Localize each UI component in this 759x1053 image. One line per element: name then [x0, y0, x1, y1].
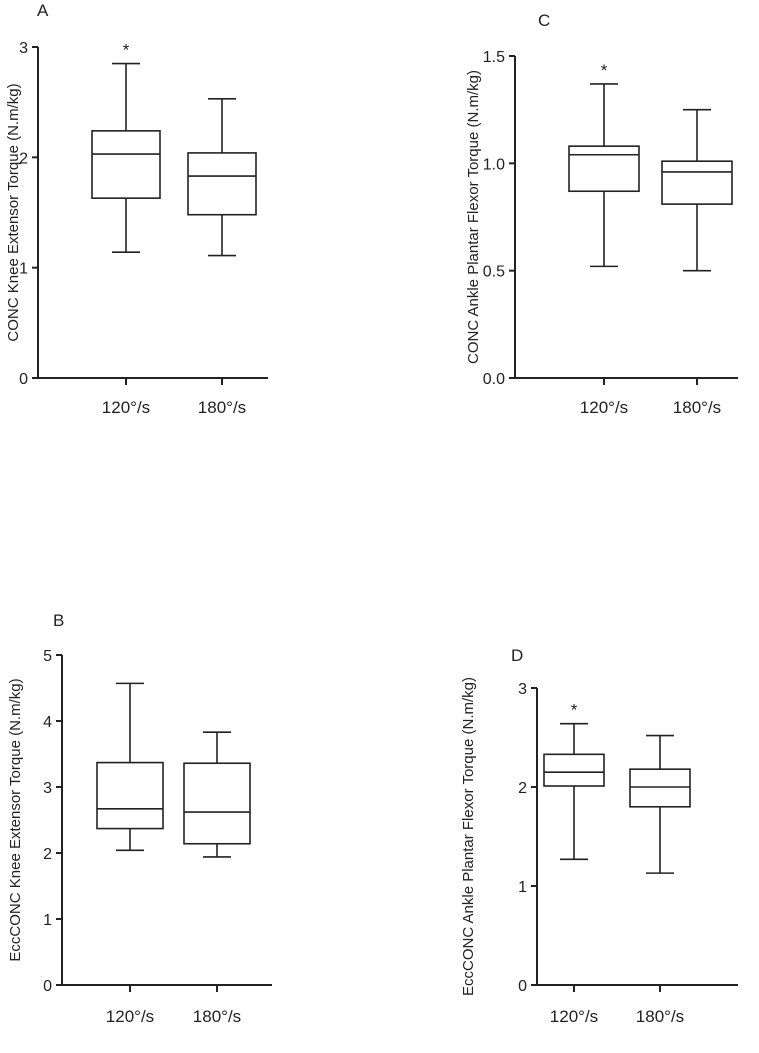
x-tick-label: 180°/s [198, 398, 246, 417]
y-axis-title: CONC Knee Extensor Torque (N.m/kg) [5, 83, 22, 341]
iqr-box [661, 160, 733, 205]
x-tick-label: 180°/s [193, 1007, 241, 1026]
y-tick-label: 0 [518, 978, 527, 995]
x-tick-label: 120°/s [106, 1007, 154, 1026]
significance-marker: * [123, 41, 130, 60]
panel-label: A [37, 1, 49, 20]
box-2: 180°/s [629, 734, 691, 1026]
panel-label: C [538, 11, 550, 30]
x-tick-label: 120°/s [580, 398, 628, 417]
iqr-box [543, 753, 605, 787]
panel-d: D EccCONC Ankle Plantar Flexor Torque (N.… [460, 646, 738, 1026]
y-tick-label: 2 [518, 780, 527, 797]
y-tick-label: 3 [43, 780, 52, 797]
iqr-box [568, 145, 640, 193]
significance-marker: * [601, 61, 608, 80]
y-tick-label: 0 [19, 371, 28, 388]
box-1: 120°/s * [91, 41, 161, 417]
y-tick-label: 3 [518, 681, 527, 698]
box-1: 120°/s * [568, 61, 640, 417]
y-axis-title: EccCONC Ankle Plantar Flexor Torque (N.m… [460, 677, 477, 996]
iqr-box [183, 762, 251, 845]
iqr-box [187, 152, 257, 216]
panel-c: C CONC Ankle Plantar Flexor Torque (N.m/k… [465, 11, 738, 417]
y-tick-label: 0 [43, 978, 52, 995]
x-tick-label: 120°/s [550, 1007, 598, 1026]
box-1: 120°/s [96, 682, 164, 1026]
panel-label: D [511, 646, 523, 665]
x-tick-label: 180°/s [673, 398, 721, 417]
iqr-box [91, 130, 161, 199]
box-2: 180°/s [661, 108, 733, 417]
y-tick-label: 3 [19, 40, 28, 57]
panel-a: A CONC Knee Extensor Torque (N.m/kg) 0 1 2 3 1… [5, 1, 268, 417]
panel-b: B EccCONC Knee Extensor Torque (N.m/kg) 0 1… [7, 611, 272, 1026]
y-axis-title: CONC Ankle Plantar Flexor Torque (N.m/kg… [465, 70, 482, 364]
y-tick-label: 1 [518, 879, 527, 896]
y-tick-label: 1 [43, 912, 52, 929]
box-1: 120°/s * [543, 701, 605, 1026]
y-tick-label: 4 [43, 714, 52, 731]
iqr-box [629, 768, 691, 808]
y-tick-label: 0.0 [483, 371, 505, 388]
significance-marker: * [571, 701, 578, 720]
iqr-box [96, 761, 164, 830]
box-2: 180°/s [183, 731, 251, 1026]
x-tick-label: 120°/s [102, 398, 150, 417]
y-tick-label: 2 [43, 846, 52, 863]
y-tick-label: 1 [19, 261, 28, 278]
y-tick-label: 5 [43, 648, 52, 665]
box-2: 180°/s [187, 98, 257, 417]
panel-label: B [53, 611, 64, 630]
y-tick-label: 1.5 [483, 49, 505, 66]
y-tick-label: 1.0 [483, 156, 505, 173]
y-tick-label: 2 [19, 150, 28, 167]
y-tick-label: 0.5 [483, 264, 505, 281]
y-axis-title: EccCONC Knee Extensor Torque (N.m/kg) [7, 678, 24, 961]
x-tick-label: 180°/s [636, 1007, 684, 1026]
